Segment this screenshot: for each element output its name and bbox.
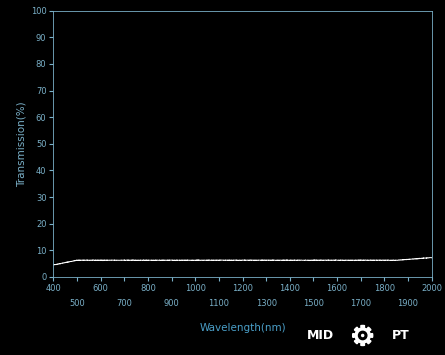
Wedge shape bbox=[370, 334, 373, 337]
Y-axis label: Transmission(%): Transmission(%) bbox=[16, 101, 27, 187]
Wedge shape bbox=[361, 326, 364, 328]
Wedge shape bbox=[367, 340, 371, 344]
Circle shape bbox=[355, 328, 370, 343]
Wedge shape bbox=[367, 327, 371, 331]
Circle shape bbox=[359, 331, 367, 340]
Text: MID: MID bbox=[307, 329, 334, 342]
Wedge shape bbox=[354, 327, 358, 331]
Wedge shape bbox=[354, 340, 358, 344]
X-axis label: Wavelength(nm): Wavelength(nm) bbox=[199, 323, 286, 333]
Wedge shape bbox=[352, 334, 355, 337]
Text: PT: PT bbox=[392, 329, 409, 342]
Circle shape bbox=[362, 334, 364, 337]
Wedge shape bbox=[361, 343, 364, 345]
